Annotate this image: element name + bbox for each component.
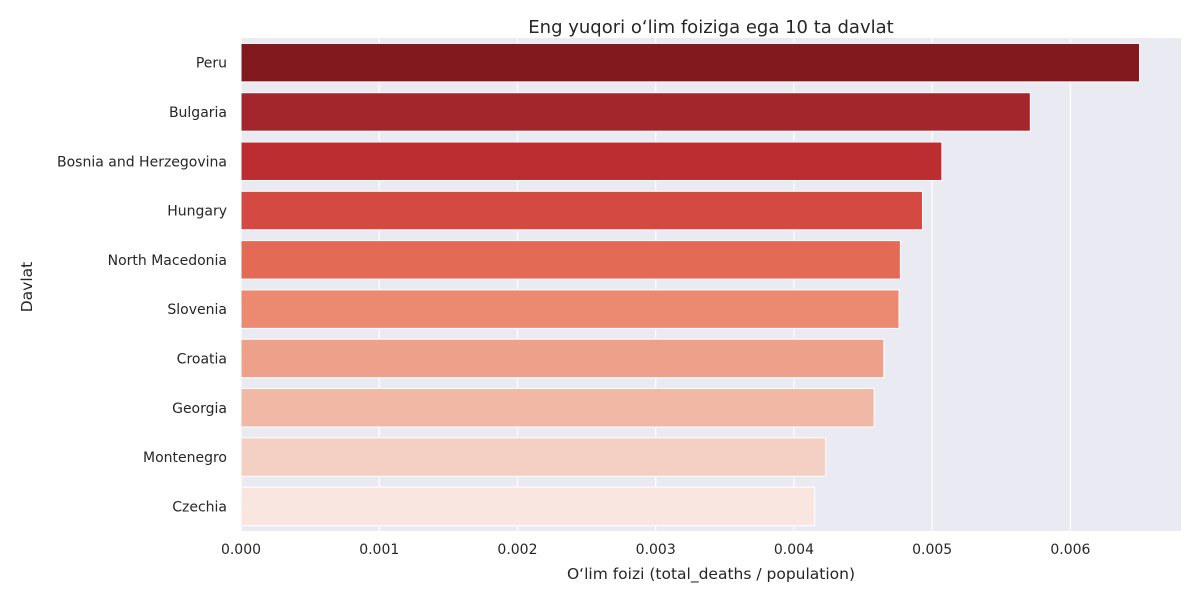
x-tick-label: 0.000 bbox=[221, 542, 261, 558]
y-tick-label: Georgia bbox=[172, 401, 227, 417]
y-tick-label: Croatia bbox=[177, 351, 227, 367]
y-tick-label: Hungary bbox=[167, 204, 227, 220]
y-tick-label: Slovenia bbox=[167, 302, 227, 318]
bar-bulgaria bbox=[240, 92, 1031, 132]
y-tick-label: Czechia bbox=[172, 499, 227, 515]
bar-bosnia-and-herzegovina bbox=[240, 141, 943, 181]
bar-north-macedonia bbox=[240, 240, 901, 280]
y-tick-label: North Macedonia bbox=[108, 253, 227, 269]
x-tick-labels: 0.000 0.001 0.002 0.003 0.004 0.005 0.006 bbox=[221, 542, 1091, 558]
x-tick-label: 0.002 bbox=[497, 542, 537, 558]
x-axis-title: O‘lim foizi (total_deaths / population) bbox=[567, 565, 855, 584]
y-tick-label: Peru bbox=[196, 56, 227, 72]
bar-montenegro bbox=[240, 437, 827, 477]
y-tick-label: Bulgaria bbox=[169, 105, 227, 121]
bar-czechia bbox=[240, 486, 816, 527]
y-tick-label: Bosnia and Herzegovina bbox=[57, 154, 227, 170]
bar-croatia bbox=[240, 338, 885, 379]
chart-title: Eng yuqori o‘lim foiziga ega 10 ta davla… bbox=[528, 17, 893, 38]
x-tick-label: 0.006 bbox=[1050, 542, 1090, 558]
bar-slovenia bbox=[240, 289, 900, 329]
y-tick-label: Montenegro bbox=[143, 450, 227, 466]
bar-hungary bbox=[240, 190, 923, 231]
y-tick-labels: Peru Bulgaria Bosnia and Herzegovina Hungar… bbox=[57, 56, 227, 516]
x-tick-label: 0.003 bbox=[636, 542, 676, 558]
x-tick-label: 0.004 bbox=[774, 542, 814, 558]
bar-georgia bbox=[240, 388, 875, 428]
x-tick-label: 0.001 bbox=[359, 542, 399, 558]
bars bbox=[240, 42, 1141, 527]
x-tick-label: 0.005 bbox=[912, 542, 952, 558]
y-axis-title: Davlat bbox=[18, 262, 36, 313]
bar-peru bbox=[240, 42, 1141, 83]
